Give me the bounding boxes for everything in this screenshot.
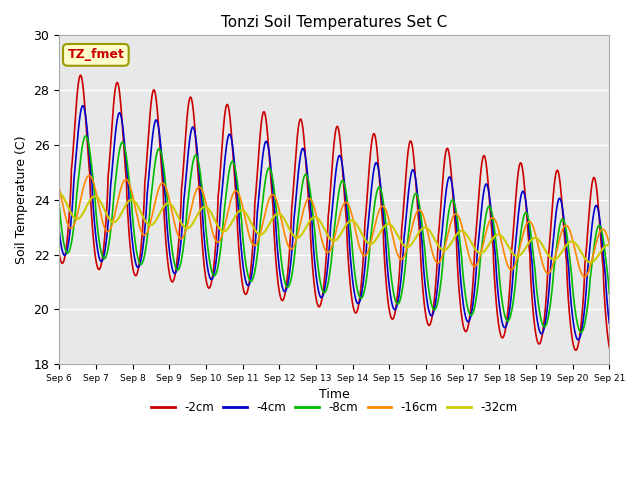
-16cm — [397, 256, 405, 262]
-32cm — [55, 190, 63, 196]
X-axis label: Time: Time — [319, 388, 349, 401]
-16cm — [209, 230, 217, 236]
-2cm — [605, 345, 613, 350]
Line: -8cm: -8cm — [59, 136, 609, 332]
-16cm — [605, 240, 613, 246]
-32cm — [388, 223, 396, 229]
Line: -16cm: -16cm — [59, 176, 609, 277]
-2cm — [572, 348, 580, 353]
Y-axis label: Soil Temperature (C): Soil Temperature (C) — [15, 135, 28, 264]
-16cm — [580, 274, 588, 280]
-2cm — [397, 227, 405, 232]
Line: -4cm: -4cm — [59, 106, 609, 340]
-2cm — [77, 72, 84, 78]
-4cm — [605, 319, 613, 325]
-32cm — [605, 242, 613, 248]
-16cm — [173, 230, 181, 236]
-32cm — [173, 212, 181, 217]
-2cm — [554, 168, 561, 173]
-16cm — [605, 241, 613, 247]
-16cm — [55, 185, 63, 191]
Text: TZ_fmet: TZ_fmet — [67, 48, 124, 61]
-2cm — [388, 316, 396, 322]
-16cm — [85, 173, 93, 179]
-8cm — [173, 267, 181, 273]
-32cm — [605, 242, 613, 248]
-4cm — [574, 337, 582, 343]
-8cm — [82, 133, 90, 139]
Legend: -2cm, -4cm, -8cm, -16cm, -32cm: -2cm, -4cm, -8cm, -16cm, -32cm — [146, 396, 522, 419]
-8cm — [577, 329, 585, 335]
-4cm — [173, 265, 181, 271]
Title: Tonzi Soil Temperatures Set C: Tonzi Soil Temperatures Set C — [221, 15, 447, 30]
-32cm — [553, 255, 561, 261]
-16cm — [554, 245, 561, 251]
-8cm — [554, 239, 561, 245]
-8cm — [605, 291, 613, 297]
Line: -2cm: -2cm — [59, 75, 609, 350]
-4cm — [388, 300, 396, 306]
-2cm — [605, 344, 613, 349]
-8cm — [397, 291, 405, 297]
-8cm — [55, 202, 63, 207]
-2cm — [173, 256, 181, 262]
-4cm — [79, 103, 86, 108]
-32cm — [587, 260, 595, 265]
-32cm — [397, 240, 405, 245]
-32cm — [209, 213, 216, 219]
-8cm — [388, 280, 396, 286]
-16cm — [388, 230, 396, 236]
-2cm — [209, 270, 217, 276]
-4cm — [397, 271, 405, 276]
-4cm — [55, 228, 63, 233]
-8cm — [209, 272, 217, 277]
-4cm — [605, 321, 613, 326]
-8cm — [605, 289, 613, 295]
Line: -32cm: -32cm — [59, 193, 609, 263]
-4cm — [209, 275, 217, 280]
-4cm — [554, 203, 561, 208]
-2cm — [55, 251, 63, 256]
